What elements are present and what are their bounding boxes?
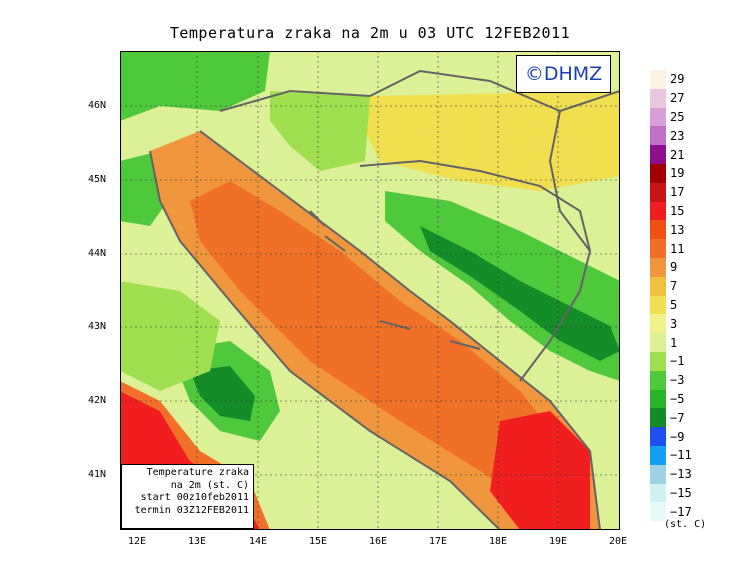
legend-label: 21 [670, 147, 685, 162]
legend-label: −1 [670, 354, 685, 369]
coastline-italy [149, 150, 501, 530]
map-frame [120, 51, 620, 530]
legend-label: −3 [670, 373, 685, 388]
legend-swatch [650, 164, 666, 183]
warm-plain-north [365, 91, 620, 191]
legend-label: 7 [670, 279, 678, 294]
hot-region-south [490, 411, 590, 530]
lon-label-20e: 20E [608, 536, 628, 547]
adriatic-sea-inner [190, 181, 570, 511]
lat-label-43n: 43N [88, 321, 107, 332]
legend-swatch [650, 464, 666, 484]
legend-label: 19 [670, 166, 685, 181]
legend-label: −5 [670, 392, 685, 406]
legend-label: −17 [670, 504, 692, 519]
lon-label-12e: 12E [127, 536, 147, 547]
legend-swatch [650, 295, 666, 315]
warm-region-southwest [120, 381, 270, 530]
lon-label-19e: 19E [548, 536, 568, 547]
legend-label: 23 [670, 128, 685, 143]
info-line-3: start 00z10feb2011 [140, 492, 249, 503]
legend-swatch [650, 333, 666, 352]
lon-label-18e: 18E [488, 536, 508, 547]
islands [309, 210, 481, 350]
lat-label-42n: 42N [88, 395, 107, 406]
legend-label: 9 [670, 260, 678, 275]
legend-label: 27 [670, 91, 685, 106]
mild-region-north [270, 91, 370, 171]
lat-label-45n: 45N [88, 174, 107, 185]
legend-swatch [650, 239, 666, 258]
info-line-1: Temperature zraka [146, 467, 249, 478]
legend-label: −7 [670, 410, 685, 425]
legend-swatch [650, 126, 666, 146]
lon-label-15e: 15E [308, 536, 328, 547]
very-cold-region-italy [190, 366, 255, 421]
legend-swatch [650, 408, 666, 428]
lat-label-44n: 44N [88, 248, 107, 259]
info-box: Temperature zraka na 2m (st. C) start 00… [121, 464, 254, 529]
info-line-4: termin 03Z12FEB2011 [134, 504, 249, 516]
legend-swatch [650, 276, 666, 296]
legend-label: 3 [670, 316, 678, 331]
legend-label: −13 [670, 467, 692, 482]
legend-swatch [650, 389, 666, 409]
legend-swatch [650, 258, 666, 277]
legend-swatch [650, 314, 666, 334]
legend-swatch [650, 370, 666, 390]
legend-label: −9 [670, 429, 685, 444]
legend-swatch [650, 201, 666, 221]
graticule [120, 51, 620, 530]
border-bosnia [359, 159, 592, 382]
legend-swatch [650, 70, 666, 89]
lon-label-13e: 13E [187, 536, 207, 547]
info-line-2: na 2m (st. C) [170, 479, 249, 491]
border-serbia [548, 110, 591, 252]
dhmz-logo: ©DHMZ [516, 55, 611, 93]
legend-label: 13 [670, 222, 685, 237]
map-title: Temperatura zraka na 2m u 03 UTC 12FEB20… [169, 24, 571, 42]
legend-label: 11 [670, 241, 685, 256]
legend-label: 5 [670, 298, 678, 312]
legend-label: 29 [670, 72, 685, 87]
coastline-croatia [199, 130, 601, 530]
legend-swatch [650, 427, 666, 446]
lon-label-16e: 16E [368, 536, 388, 547]
legend-label: 15 [670, 204, 685, 218]
legend-label: −11 [670, 448, 692, 463]
lon-label-17e: 17E [428, 536, 448, 547]
legend-swatch [650, 107, 666, 127]
legend-swatch [650, 446, 666, 465]
legend-swatch [650, 352, 666, 371]
lon-label-14e: 14E [248, 536, 268, 547]
legend-swatch [650, 145, 666, 164]
legend-label: 25 [670, 110, 685, 124]
cold-region-alps [120, 51, 270, 121]
lat-label-41n: 41N [88, 469, 107, 480]
lat-label-46n: 46N [88, 100, 107, 111]
legend-swatch [650, 88, 666, 108]
legend-label: 1 [670, 335, 678, 350]
legend-swatch [650, 502, 666, 522]
temperature-map [120, 51, 620, 530]
mild-region-southwest [120, 281, 220, 391]
legend-label: 17 [670, 185, 685, 200]
legend-unit: (st. C) [664, 519, 707, 530]
legend-swatch [650, 220, 666, 240]
legend-swatch [650, 483, 666, 503]
legend-label: −15 [670, 486, 692, 500]
legend-swatch [650, 182, 666, 202]
